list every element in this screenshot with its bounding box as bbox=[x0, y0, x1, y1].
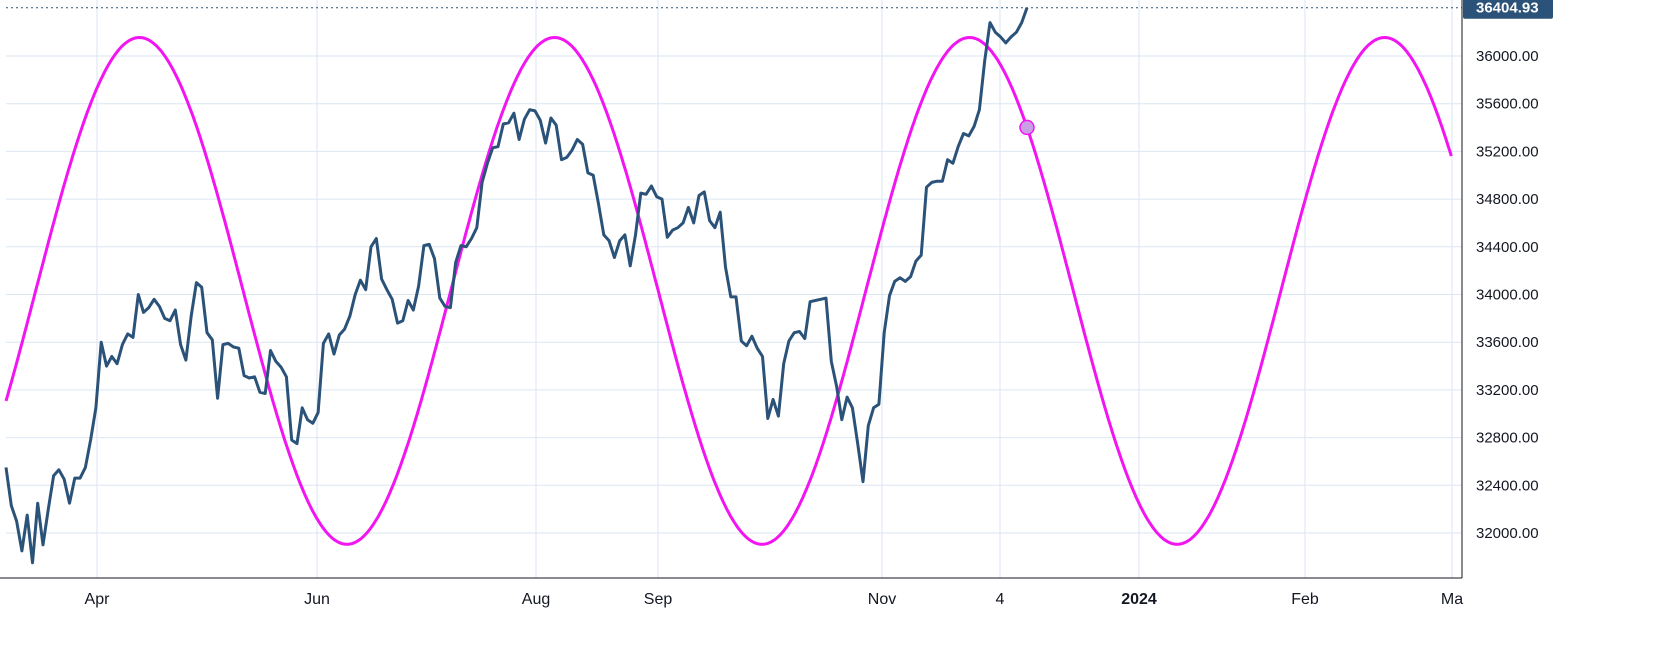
y-tick-label: 35200.00 bbox=[1476, 143, 1539, 160]
y-tick-label: 34000.00 bbox=[1476, 287, 1539, 304]
y-tick-label: 32800.00 bbox=[1476, 430, 1539, 447]
last-price-value: 36404.93 bbox=[1476, 0, 1539, 17]
x-tick-label: Feb bbox=[1291, 591, 1319, 608]
x-tick-label: Jun bbox=[304, 591, 330, 608]
y-tick-label: 32400.00 bbox=[1476, 477, 1539, 494]
y-tick-label: 34800.00 bbox=[1476, 191, 1539, 208]
grid-lines bbox=[6, 0, 1462, 578]
y-tick-label: 33200.00 bbox=[1476, 382, 1539, 399]
last-price-badge-bg bbox=[1463, 0, 1553, 19]
y-axis-ticks: 32000.00 32400.00 32800.00 33200.00 33600.00… bbox=[1476, 48, 1539, 542]
y-tick-label: 33600.00 bbox=[1476, 334, 1539, 351]
cycle-marker-point[interactable] bbox=[1019, 119, 1035, 136]
y-tick-label: 34400.00 bbox=[1476, 239, 1539, 256]
y-tick-label: 35600.00 bbox=[1476, 96, 1539, 113]
y-tick-label: 32000.00 bbox=[1476, 525, 1539, 542]
y-tick-label: 36000.00 bbox=[1476, 48, 1539, 65]
x-tick-label: Ma bbox=[1441, 591, 1463, 608]
x-tick-label: 2024 bbox=[1121, 591, 1157, 608]
x-tick-label: Sep bbox=[644, 591, 673, 608]
last-price-badge: 36404.93 bbox=[1463, 0, 1553, 19]
x-tick-label: Apr bbox=[85, 591, 111, 608]
x-tick-label: Aug bbox=[522, 591, 550, 608]
x-tick-label: 4 bbox=[996, 591, 1005, 608]
cycle-series bbox=[4, 35, 1453, 546]
price-series bbox=[4, 7, 1029, 565]
sine-cycle-line bbox=[4, 35, 1453, 546]
x-tick-label: Nov bbox=[868, 591, 896, 608]
x-axis-ticks: Apr Jun Aug Sep Nov 4 2024 Feb Ma bbox=[85, 591, 1464, 608]
price-line bbox=[4, 7, 1029, 565]
